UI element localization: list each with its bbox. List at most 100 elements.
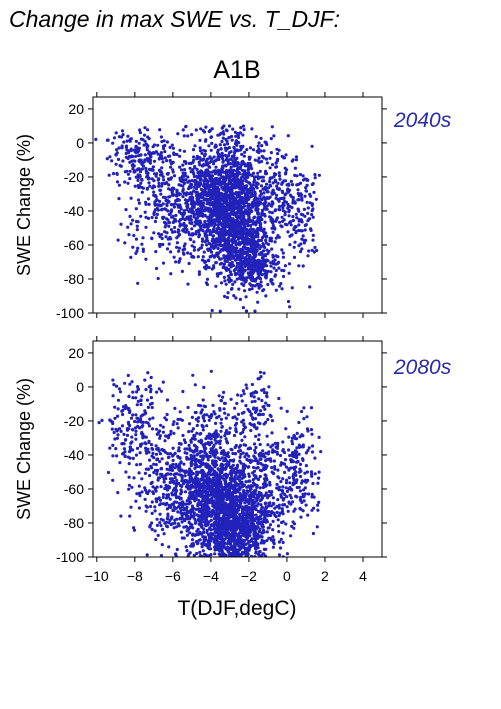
data-point (252, 541, 256, 546)
data-point (228, 547, 232, 551)
data-point (191, 254, 195, 259)
data-point (141, 247, 145, 251)
data-point (228, 208, 232, 212)
data-point (105, 138, 109, 142)
data-point (161, 492, 165, 496)
period-label: 2040s (393, 109, 452, 132)
data-point (208, 188, 212, 192)
data-point (186, 198, 190, 203)
data-point (286, 299, 291, 304)
data-point (248, 146, 253, 150)
data-point (159, 472, 163, 476)
data-point (249, 487, 253, 491)
data-point (232, 156, 236, 160)
data-point (212, 517, 217, 521)
data-point (272, 542, 276, 546)
data-point (167, 224, 171, 228)
data-point (246, 168, 250, 172)
data-point (206, 197, 211, 201)
data-point (177, 249, 181, 253)
data-point (238, 243, 242, 247)
data-point (128, 214, 132, 218)
data-point (264, 157, 269, 161)
data-point (244, 251, 248, 255)
data-point (181, 128, 185, 132)
data-point (189, 464, 193, 468)
data-point (288, 305, 292, 309)
data-point (197, 272, 201, 276)
data-point (199, 523, 203, 528)
data-point (121, 133, 125, 137)
data-point (237, 222, 241, 226)
data-point (178, 257, 182, 261)
data-point (238, 235, 242, 239)
data-point (152, 190, 156, 194)
data-point (225, 532, 229, 536)
data-point (171, 446, 175, 450)
data-point (243, 197, 247, 201)
data-point (240, 505, 244, 509)
data-point (127, 233, 131, 237)
data-point (259, 284, 263, 288)
data-point (241, 133, 245, 137)
data-point (172, 205, 176, 209)
data-point (243, 169, 247, 173)
data-point (158, 199, 162, 203)
data-point (250, 502, 254, 506)
data-point (136, 184, 140, 188)
data-point (237, 141, 241, 145)
data-point (240, 518, 244, 522)
data-point (219, 233, 223, 237)
data-point (241, 214, 245, 218)
data-point (249, 223, 253, 228)
data-point (207, 259, 211, 263)
data-point (221, 206, 225, 210)
y-tick-label: -20 (64, 169, 84, 185)
data-point (273, 258, 277, 262)
data-point (136, 178, 140, 182)
data-point (303, 194, 307, 198)
data-point (171, 458, 175, 462)
data-point (136, 220, 140, 224)
data-point (256, 509, 260, 514)
data-point (126, 181, 130, 185)
data-point (315, 248, 319, 253)
data-point (247, 215, 251, 219)
data-point (312, 190, 316, 194)
data-point (207, 218, 211, 222)
data-point (208, 165, 212, 169)
data-point (181, 251, 185, 255)
data-point (277, 187, 281, 191)
data-point (253, 504, 258, 508)
data-point (218, 522, 222, 527)
data-point (236, 249, 240, 253)
data-point (245, 521, 249, 526)
data-point (167, 220, 171, 224)
data-point (183, 242, 187, 246)
data-point (311, 238, 315, 242)
data-point (161, 175, 165, 179)
data-point (256, 546, 260, 550)
data-point (243, 186, 247, 190)
data-point (271, 282, 275, 286)
data-point (247, 228, 252, 232)
data-point (212, 255, 216, 259)
data-point (205, 234, 209, 238)
data-point (247, 465, 251, 469)
data-point (205, 473, 209, 477)
data-point (290, 183, 295, 187)
data-point (224, 214, 229, 218)
data-point (246, 237, 250, 241)
data-point (280, 215, 284, 219)
data-point (134, 207, 138, 211)
data-point (221, 159, 225, 163)
data-point (249, 514, 253, 518)
data-point (221, 196, 225, 200)
data-point (235, 167, 240, 171)
data-point (239, 165, 243, 169)
data-point (252, 241, 256, 245)
data-point (125, 139, 129, 143)
data-point (159, 192, 163, 196)
data-point (214, 490, 219, 494)
data-point (310, 144, 314, 148)
